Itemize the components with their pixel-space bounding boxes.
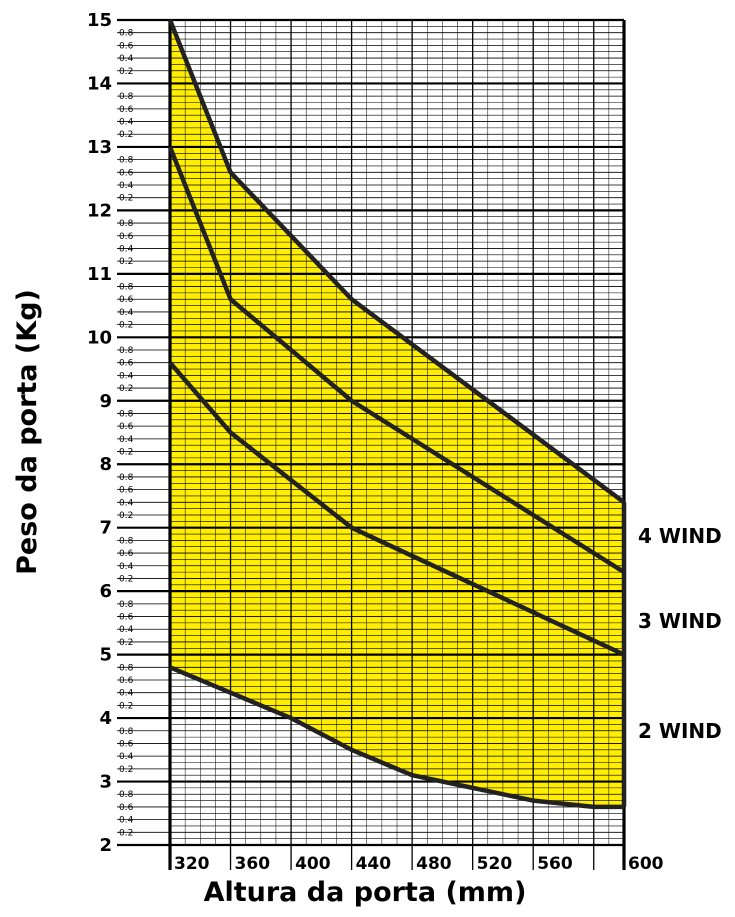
x-tick-label: 480	[416, 854, 452, 874]
y-axis-title: Peso da porta (Kg)	[12, 289, 43, 575]
y-minor-tick-label: 0.2	[119, 638, 133, 648]
series-label-2-wind: 2 WIND	[638, 719, 722, 743]
y-tick-label: 4	[99, 708, 112, 729]
y-minor-tick-label: 0.2	[119, 765, 133, 775]
y-minor-tick-label: 0.4	[119, 816, 134, 826]
y-minor-tick-label: 0.6	[119, 486, 134, 496]
x-axis-title: Altura da porta (mm)	[204, 877, 527, 908]
y-minor-tick-label: 0.6	[119, 803, 134, 813]
chart-series-layer	[167, 19, 627, 810]
y-minor-tick-label: 0.8	[119, 790, 134, 800]
y-minor-tick-label: 0.6	[119, 422, 134, 432]
y-minor-tick-label: 0.2	[119, 67, 133, 77]
x-tick-label: 400	[295, 854, 331, 874]
y-minor-tick-label: 0.8	[119, 283, 134, 293]
y-minor-tick-label: 0.4	[119, 625, 134, 635]
y-minor-tick-label: 0.8	[119, 29, 134, 39]
y-tick-label: 10	[87, 327, 112, 348]
y-minor-tick-label: 0.8	[119, 92, 134, 102]
y-tick-label: 15	[87, 10, 112, 31]
y-minor-tick-label: 0.2	[119, 130, 133, 140]
y-tick-label: 5	[99, 645, 112, 666]
y-tick-label: 8	[99, 454, 112, 475]
y-minor-tick-label: 0.8	[119, 536, 134, 546]
x-tick-label: 320	[174, 854, 210, 874]
y-tick-label: 2	[99, 835, 112, 856]
y-minor-tick-label: 0.2	[119, 701, 133, 711]
series-line-2-wind	[168, 361, 625, 657]
series-label-4-wind: 4 WIND	[638, 524, 722, 548]
y-minor-tick-label: 0.4	[119, 54, 134, 64]
x-tick-label: 360	[235, 854, 271, 874]
y-minor-tick-label: 0.2	[119, 511, 133, 521]
y-minor-tick-label: 0.6	[119, 168, 134, 178]
x-tick-label: 520	[477, 854, 513, 874]
lower-bound-line	[169, 665, 624, 810]
y-minor-tick-label: 0.2	[119, 828, 133, 838]
x-tick-label: 560	[537, 854, 573, 874]
y-tick-label: 7	[99, 518, 112, 539]
y-tick-label: 3	[99, 772, 112, 793]
y-minor-tick-label: 0.8	[119, 156, 134, 166]
y-minor-tick-label: 0.8	[119, 600, 134, 610]
y-minor-tick-label: 0.4	[119, 181, 134, 191]
y-minor-tick-label: 0.4	[119, 371, 134, 381]
y-minor-tick-label: 0.6	[119, 105, 134, 115]
y-minor-tick-label: 0.6	[119, 613, 134, 623]
y-minor-tick-label: 0.2	[119, 384, 133, 394]
y-minor-tick-label: 0.4	[119, 562, 134, 572]
y-minor-tick-label: 0.2	[119, 574, 133, 584]
y-minor-tick-label: 0.6	[119, 676, 134, 686]
y-minor-tick-label: 0.4	[119, 435, 134, 445]
y-minor-tick-label: 0.6	[119, 41, 134, 51]
y-tick-label: 6	[99, 581, 112, 602]
y-minor-tick-label: 0.2	[119, 257, 133, 267]
y-minor-tick-label: 0.4	[119, 752, 134, 762]
y-minor-tick-label: 0.6	[119, 739, 134, 749]
y-tick-label: 11	[87, 264, 112, 285]
y-minor-tick-label: 0.8	[119, 409, 134, 419]
series-label-3-wind: 3 WIND	[638, 609, 722, 633]
y-minor-tick-label: 0.2	[119, 321, 133, 331]
y-minor-tick-label: 0.8	[119, 346, 134, 356]
y-minor-tick-label: 0.4	[119, 308, 134, 318]
y-tick-label: 12	[87, 200, 112, 221]
y-tick-label: 14	[87, 73, 112, 94]
y-minor-tick-label: 0.4	[119, 118, 134, 128]
x-tick-label: 600	[628, 854, 664, 874]
y-minor-tick-label: 0.6	[119, 232, 134, 242]
y-minor-tick-label: 0.8	[119, 727, 134, 737]
y-minor-tick-label: 0.2	[119, 448, 133, 458]
y-minor-tick-label: 0.8	[119, 663, 134, 673]
series-line-3-wind	[167, 146, 626, 575]
y-minor-tick-label: 0.6	[119, 549, 134, 559]
y-minor-tick-label: 0.6	[119, 359, 134, 369]
y-minor-tick-label: 0.4	[119, 689, 134, 699]
y-minor-tick-label: 0.2	[119, 194, 133, 204]
y-minor-tick-label: 0.6	[119, 295, 134, 305]
x-tick-label: 440	[356, 854, 392, 874]
series-line-4-wind	[167, 19, 626, 505]
y-minor-tick-label: 0.8	[119, 219, 134, 229]
y-tick-label: 13	[87, 137, 112, 158]
y-minor-tick-label: 0.4	[119, 498, 134, 508]
chart-label-layer: 2 3 4 5 6 7 8 9 10 11 12 13 14 15 0.2 0.4 0.6 0.8 0.2 0.4 0.…	[87, 10, 722, 874]
y-minor-tick-label: 0.8	[119, 473, 134, 483]
y-tick-label: 9	[99, 391, 112, 412]
y-minor-tick-label: 0.4	[119, 244, 134, 254]
